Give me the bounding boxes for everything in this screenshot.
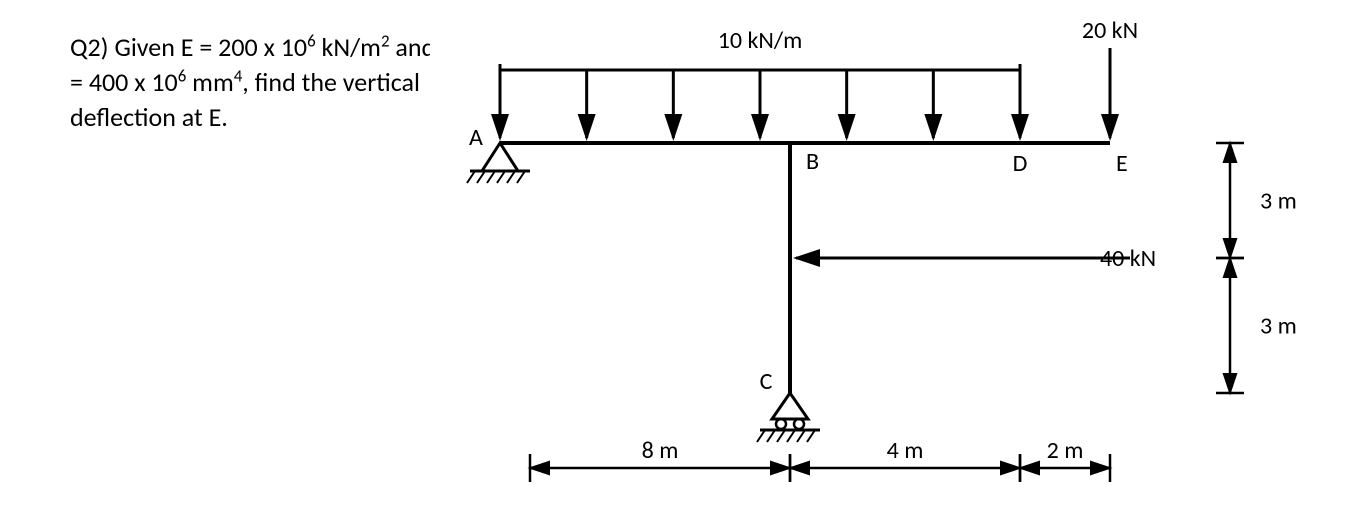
frame-diagram: 10 kN/m 20 kN 40 kN A B D E C 8 m 4 m 2 m 3 m 3 m [430, 0, 1330, 526]
problem-label: Q2) [70, 31, 114, 63]
problem-body: Given E = 200 x 106 kN/m2 and I = 400 x … [70, 31, 448, 133]
svg-text:E: E [1116, 149, 1128, 178]
svg-text:8 m: 8 m [642, 436, 679, 465]
svg-text:3 m: 3 m [1260, 312, 1297, 341]
diagram-svg: 10 kN/m 20 kN 40 kN A B D E C 8 m 4 m 2 m 3 m 3 m [430, 0, 1330, 526]
svg-text:40 kN: 40 kN [1100, 244, 1156, 273]
svg-text:B: B [806, 147, 819, 176]
page-root: Q2) Given E = 200 x 106 kN/m2 and I = 40… [0, 0, 1361, 526]
svg-text:C: C [760, 367, 773, 396]
svg-text:10 kN/m: 10 kN/m [718, 26, 803, 55]
svg-text:20 kN: 20 kN [1082, 16, 1138, 45]
problem-statement: Q2) Given E = 200 x 106 kN/m2 and I = 40… [70, 30, 450, 135]
svg-text:2 m: 2 m [1047, 436, 1084, 465]
svg-text:3 m: 3 m [1260, 187, 1297, 216]
svg-text:A: A [469, 123, 483, 152]
svg-text:4 m: 4 m [887, 436, 924, 465]
svg-text:D: D [1013, 149, 1028, 178]
